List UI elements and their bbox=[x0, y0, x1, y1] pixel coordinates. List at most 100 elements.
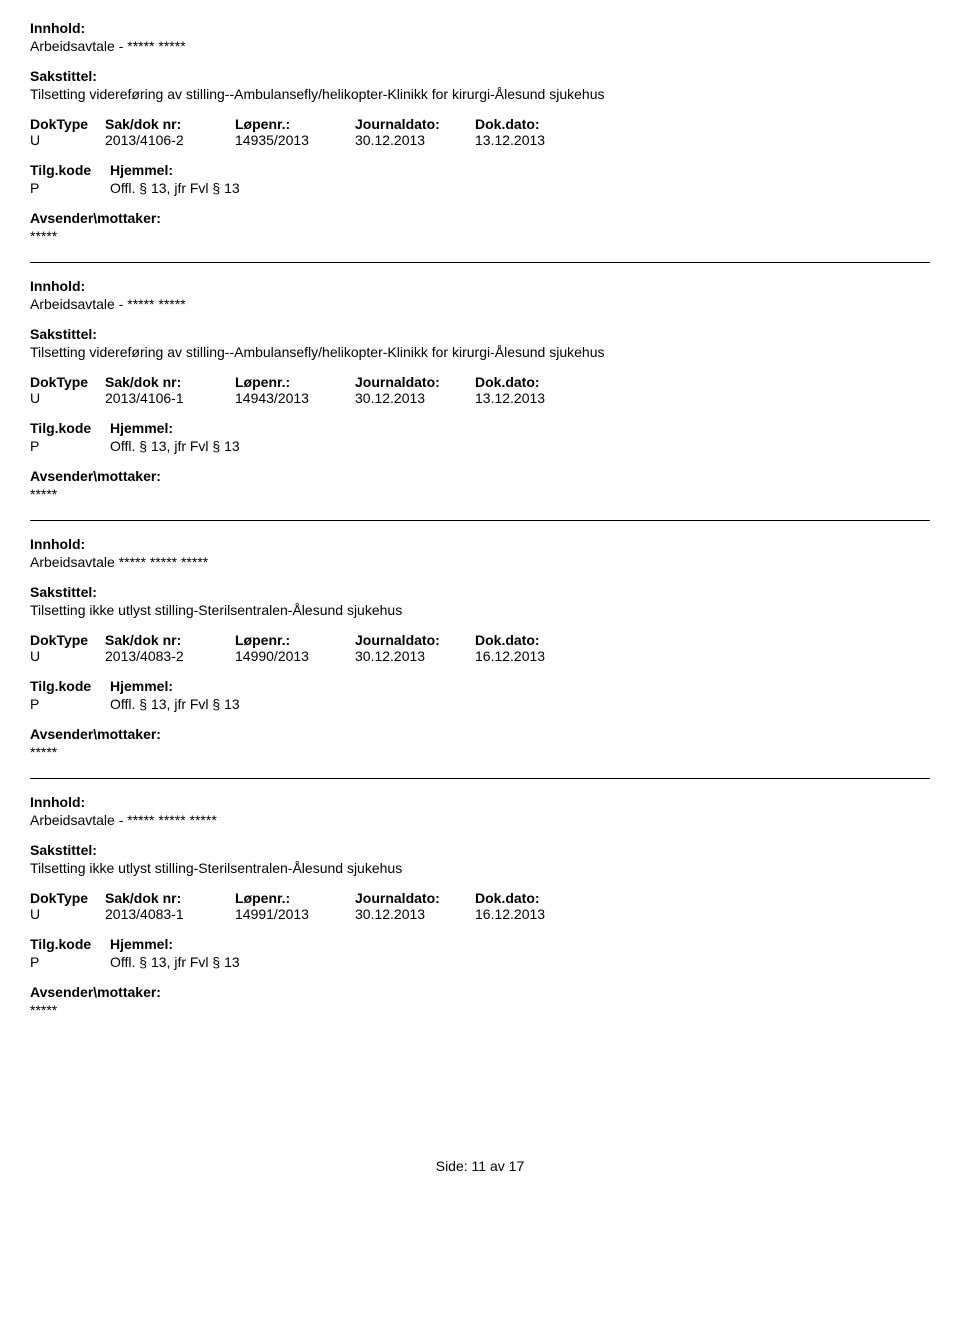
tilgkode-header: Tilg.kode bbox=[30, 420, 110, 436]
dokdato-header: Dok.dato: bbox=[475, 374, 595, 390]
hjemmel-header: Hjemmel: bbox=[110, 420, 173, 436]
journaldato-value: 30.12.2013 bbox=[355, 906, 475, 922]
avsender-value: ***** bbox=[30, 1002, 930, 1018]
journaldato-header: Journaldato: bbox=[355, 890, 475, 906]
hjemmel-header-row: Tilg.kode Hjemmel: bbox=[30, 678, 930, 694]
innhold-value: Arbeidsavtale - ***** ***** bbox=[30, 38, 930, 54]
lopenr-value: 14935/2013 bbox=[235, 132, 355, 148]
dokdato-header: Dok.dato: bbox=[475, 116, 595, 132]
sakstittel-label: Sakstittel: bbox=[30, 842, 930, 858]
avsender-label: Avsender\mottaker: bbox=[30, 210, 930, 226]
journaldato-header: Journaldato: bbox=[355, 374, 475, 390]
hjemmel-header: Hjemmel: bbox=[110, 162, 173, 178]
hjemmel-header: Hjemmel: bbox=[110, 936, 173, 952]
hjemmel-value: Offl. § 13, jfr Fvl § 13 bbox=[110, 438, 240, 454]
hjemmel-value: Offl. § 13, jfr Fvl § 13 bbox=[110, 180, 240, 196]
innhold-value: Arbeidsavtale - ***** ***** bbox=[30, 296, 930, 312]
data-header-row: DokType Sak/dok nr: Løpenr.: Journaldato… bbox=[30, 374, 930, 390]
data-header-row: DokType Sak/dok nr: Løpenr.: Journaldato… bbox=[30, 890, 930, 906]
hjemmel-header-row: Tilg.kode Hjemmel: bbox=[30, 936, 930, 952]
record: Innhold: Arbeidsavtale - ***** ***** Sak… bbox=[30, 278, 930, 502]
sakstittel-label: Sakstittel: bbox=[30, 326, 930, 342]
data-header-row: DokType Sak/dok nr: Løpenr.: Journaldato… bbox=[30, 632, 930, 648]
dokdato-value: 16.12.2013 bbox=[475, 906, 595, 922]
record: Innhold: Arbeidsavtale ***** ***** *****… bbox=[30, 536, 930, 760]
footer-sep: av bbox=[490, 1158, 505, 1174]
hjemmel-data-row: P Offl. § 13, jfr Fvl § 13 bbox=[30, 180, 930, 196]
tilgkode-value: P bbox=[30, 696, 110, 712]
innhold-value: Arbeidsavtale - ***** ***** ***** bbox=[30, 812, 930, 828]
avsender-label: Avsender\mottaker: bbox=[30, 726, 930, 742]
dokdato-value: 13.12.2013 bbox=[475, 132, 595, 148]
record-divider bbox=[30, 520, 930, 521]
avsender-value: ***** bbox=[30, 486, 930, 502]
sakdok-header: Sak/dok nr: bbox=[105, 116, 235, 132]
doktype-value: U bbox=[30, 648, 105, 664]
sakdok-value: 2013/4106-2 bbox=[105, 132, 235, 148]
journaldato-value: 30.12.2013 bbox=[355, 132, 475, 148]
sakdok-value: 2013/4083-1 bbox=[105, 906, 235, 922]
tilgkode-value: P bbox=[30, 954, 110, 970]
hjemmel-value: Offl. § 13, jfr Fvl § 13 bbox=[110, 696, 240, 712]
dokdato-value: 16.12.2013 bbox=[475, 648, 595, 664]
footer-current: 11 bbox=[472, 1158, 487, 1174]
page-footer: Side: 11 av 17 bbox=[30, 1158, 930, 1174]
doktype-header: DokType bbox=[30, 116, 105, 132]
data-value-row: U 2013/4083-2 14990/2013 30.12.2013 16.1… bbox=[30, 648, 930, 664]
lopenr-header: Løpenr.: bbox=[235, 632, 355, 648]
doktype-value: U bbox=[30, 906, 105, 922]
data-value-row: U 2013/4083-1 14991/2013 30.12.2013 16.1… bbox=[30, 906, 930, 922]
footer-prefix: Side: bbox=[436, 1158, 468, 1174]
sakdok-header: Sak/dok nr: bbox=[105, 632, 235, 648]
sakstittel-value: Tilsetting videreføring av stilling--Amb… bbox=[30, 86, 930, 102]
dokdato-value: 13.12.2013 bbox=[475, 390, 595, 406]
sakdok-value: 2013/4083-2 bbox=[105, 648, 235, 664]
tilgkode-header: Tilg.kode bbox=[30, 678, 110, 694]
record: Innhold: Arbeidsavtale - ***** ***** Sak… bbox=[30, 20, 930, 244]
doktype-header: DokType bbox=[30, 632, 105, 648]
sakstittel-value: Tilsetting ikke utlyst stilling-Sterilse… bbox=[30, 602, 930, 618]
avsender-value: ***** bbox=[30, 228, 930, 244]
data-header-row: DokType Sak/dok nr: Løpenr.: Journaldato… bbox=[30, 116, 930, 132]
tilgkode-value: P bbox=[30, 438, 110, 454]
journaldato-header: Journaldato: bbox=[355, 632, 475, 648]
lopenr-value: 14943/2013 bbox=[235, 390, 355, 406]
hjemmel-header-row: Tilg.kode Hjemmel: bbox=[30, 162, 930, 178]
avsender-label: Avsender\mottaker: bbox=[30, 984, 930, 1000]
lopenr-header: Løpenr.: bbox=[235, 374, 355, 390]
sakstittel-label: Sakstittel: bbox=[30, 584, 930, 600]
hjemmel-header: Hjemmel: bbox=[110, 678, 173, 694]
dokdato-header: Dok.dato: bbox=[475, 632, 595, 648]
lopenr-header: Løpenr.: bbox=[235, 116, 355, 132]
doktype-value: U bbox=[30, 132, 105, 148]
tilgkode-header: Tilg.kode bbox=[30, 162, 110, 178]
tilgkode-header: Tilg.kode bbox=[30, 936, 110, 952]
avsender-label: Avsender\mottaker: bbox=[30, 468, 930, 484]
footer-total: 17 bbox=[509, 1158, 525, 1174]
doktype-header: DokType bbox=[30, 890, 105, 906]
sakstittel-value: Tilsetting videreføring av stilling--Amb… bbox=[30, 344, 930, 360]
journaldato-value: 30.12.2013 bbox=[355, 390, 475, 406]
data-value-row: U 2013/4106-1 14943/2013 30.12.2013 13.1… bbox=[30, 390, 930, 406]
lopenr-value: 14990/2013 bbox=[235, 648, 355, 664]
lopenr-value: 14991/2013 bbox=[235, 906, 355, 922]
lopenr-header: Løpenr.: bbox=[235, 890, 355, 906]
innhold-value: Arbeidsavtale ***** ***** ***** bbox=[30, 554, 930, 570]
dokdato-header: Dok.dato: bbox=[475, 890, 595, 906]
doktype-value: U bbox=[30, 390, 105, 406]
hjemmel-data-row: P Offl. § 13, jfr Fvl § 13 bbox=[30, 954, 930, 970]
innhold-label: Innhold: bbox=[30, 278, 930, 294]
hjemmel-data-row: P Offl. § 13, jfr Fvl § 13 bbox=[30, 696, 930, 712]
hjemmel-header-row: Tilg.kode Hjemmel: bbox=[30, 420, 930, 436]
hjemmel-value: Offl. § 13, jfr Fvl § 13 bbox=[110, 954, 240, 970]
innhold-label: Innhold: bbox=[30, 536, 930, 552]
record-divider bbox=[30, 778, 930, 779]
data-value-row: U 2013/4106-2 14935/2013 30.12.2013 13.1… bbox=[30, 132, 930, 148]
sakdok-header: Sak/dok nr: bbox=[105, 374, 235, 390]
journaldato-value: 30.12.2013 bbox=[355, 648, 475, 664]
sakstittel-label: Sakstittel: bbox=[30, 68, 930, 84]
records-container: Innhold: Arbeidsavtale - ***** ***** Sak… bbox=[30, 20, 930, 1018]
doktype-header: DokType bbox=[30, 374, 105, 390]
innhold-label: Innhold: bbox=[30, 20, 930, 36]
avsender-value: ***** bbox=[30, 744, 930, 760]
